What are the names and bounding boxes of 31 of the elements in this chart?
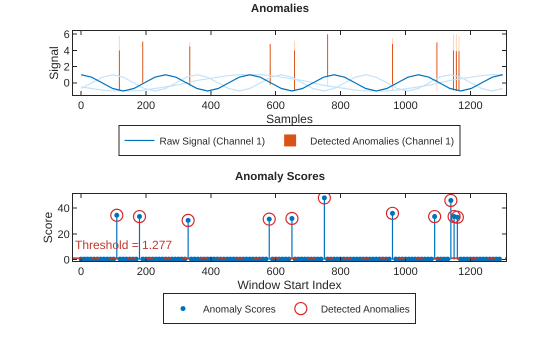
x-axis-title: Samples: [266, 112, 313, 126]
legend-label: Detected Anomalies (Channel 1): [310, 136, 454, 148]
legend-label: Detected Anomalies: [320, 304, 410, 316]
legend-label: Raw Signal (Channel 1): [160, 136, 266, 148]
x-tick-label: 800: [331, 100, 350, 112]
x-tick-label: 200: [136, 266, 156, 278]
x-axis-title: Window Start Index: [237, 278, 342, 292]
x-tick-label: 600: [266, 100, 285, 112]
x-tick-label: 600: [266, 266, 285, 278]
legend-label: Anomaly Scores: [203, 304, 276, 316]
x-tick-label: 400: [202, 266, 220, 278]
x-tick-label: 200: [136, 100, 156, 112]
x-tick-label: 1200: [458, 266, 483, 278]
x-tick-label: 400: [202, 100, 220, 112]
y-tick-label: 2: [64, 62, 70, 74]
y-tick-label: 0: [64, 254, 70, 267]
x-tick-label: 1200: [458, 100, 483, 112]
x-tick-label: 1000: [393, 266, 418, 278]
y-tick-label: 6: [64, 29, 70, 42]
x-tick-label: 0: [78, 266, 84, 278]
y-tick-label: 0: [64, 78, 70, 90]
y-tick-label: 40: [58, 203, 70, 216]
y-tick-label: 20: [58, 228, 70, 241]
chart-title: Anomalies: [250, 3, 310, 16]
x-tick-label: 1000: [393, 100, 418, 112]
y-axis-title: Signal: [46, 46, 61, 80]
y-tick-label: 4: [64, 45, 70, 58]
y-axis-title: Score: [40, 212, 55, 244]
x-tick-label: 0: [78, 100, 84, 112]
chart-title: Anomaly Scores: [234, 171, 326, 184]
x-tick-label: 800: [331, 266, 350, 278]
